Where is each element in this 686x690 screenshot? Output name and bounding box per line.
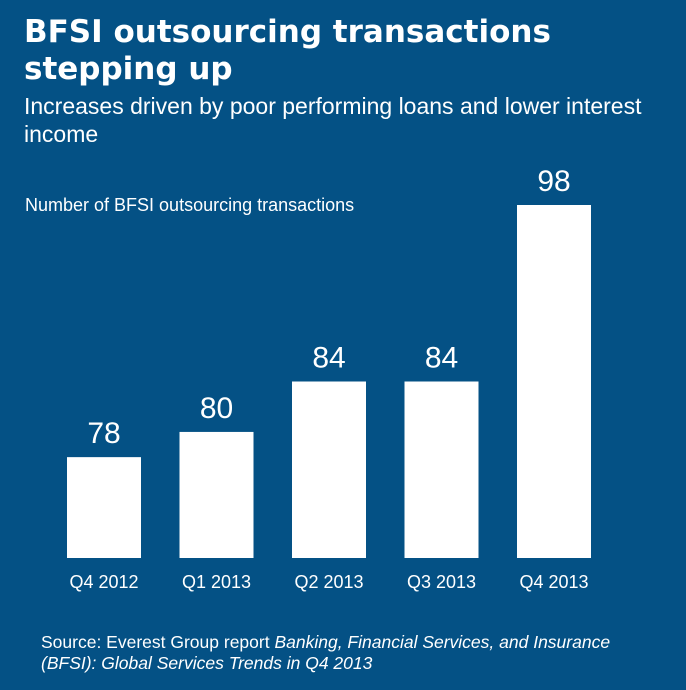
bar-q1-2013 (179, 431, 254, 558)
source-prefix: Source: Everest Group report (41, 632, 275, 652)
data-label: 80 (200, 392, 233, 425)
data-label: 84 (312, 342, 345, 375)
x-tick-label: Q2 2013 (294, 572, 363, 592)
chart-title: BFSI outsourcing transactions stepping u… (24, 14, 551, 87)
y-axis-label: Number of BFSI outsourcing transactions (25, 195, 355, 215)
bar-q3-2013 (404, 381, 479, 558)
data-label: 78 (87, 417, 120, 450)
bar-chart: 78 Q4 2012 80 Q1 2013 84 Q2 2013 84 Q3 2013 98 Q4… (67, 165, 591, 592)
x-tick-label: Q4 2012 (69, 572, 138, 592)
x-tick-label: Q3 2013 (407, 572, 476, 592)
source-report-title: Banking, Financial Services, and Insuran… (41, 632, 611, 673)
source-note: Source: Everest Group report Banking, Fi… (41, 632, 661, 674)
x-tick-label: Q1 2013 (182, 572, 251, 592)
x-tick-label: Q4 2013 (519, 572, 588, 592)
bar-q4-2012 (67, 457, 141, 558)
bar-q4-2013 (517, 205, 591, 558)
data-label: 84 (425, 342, 458, 375)
data-label: 98 (537, 165, 570, 198)
chart-subtitle: Increases driven by poor performing loan… (24, 93, 642, 147)
bar-q2-2013 (292, 381, 366, 558)
